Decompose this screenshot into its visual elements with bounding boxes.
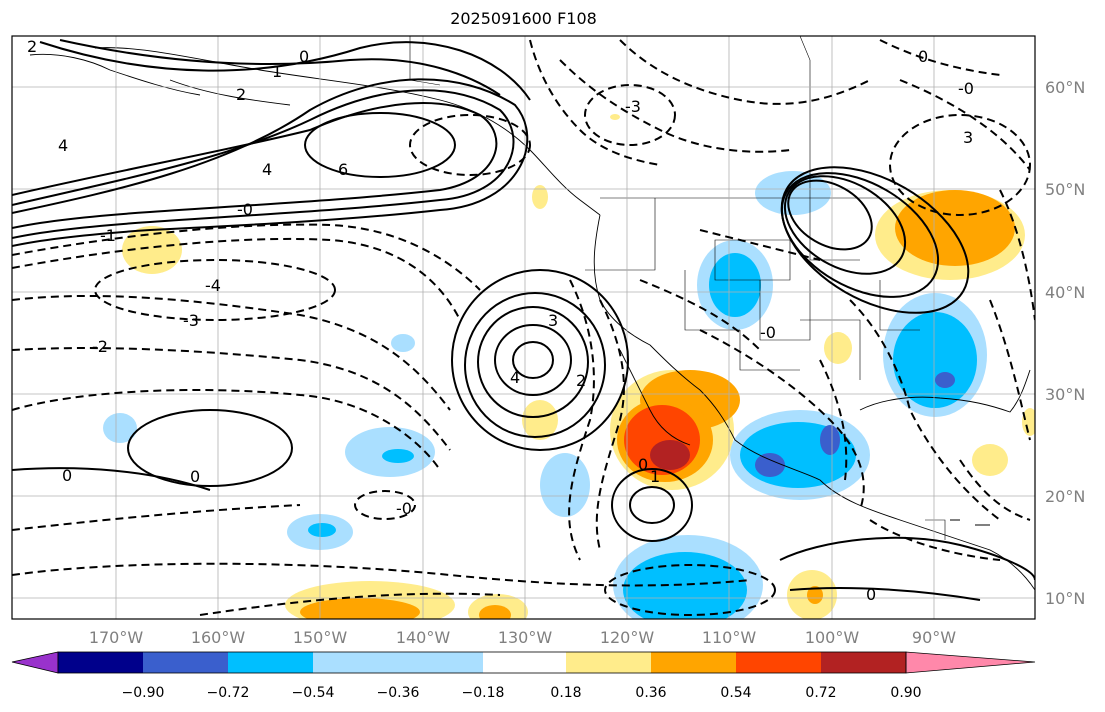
colorbar-tick-label: 0.36	[635, 685, 666, 701]
contour-label: 4	[510, 368, 520, 387]
colorbar-tick-labels: −0.90 −0.72 −0.54 −0.36 −0.18 0.18 0.36 …	[122, 685, 922, 701]
lat-label: 10°N	[1045, 589, 1085, 608]
contour-label: 0	[638, 455, 648, 474]
map-title: 2025091600 F108	[450, 9, 597, 28]
colorbar-tick-label: 0.72	[805, 685, 836, 701]
contour-label: 1	[272, 62, 282, 81]
contour-label: 0	[918, 47, 928, 66]
colorbar-segment	[398, 652, 483, 673]
contour-label: 2	[576, 371, 586, 390]
contour-label: -0	[760, 323, 776, 342]
contour-label: 3	[548, 311, 558, 330]
colorbar-tick-label: 0.90	[890, 685, 921, 701]
lat-label: 60°N	[1045, 78, 1085, 97]
solid-contours	[12, 39, 1035, 601]
colorbar-segment	[58, 652, 143, 673]
contour-label: -0	[237, 200, 253, 219]
contour-label: -0	[396, 499, 412, 518]
shaded-regions	[103, 114, 1035, 619]
contour-label: 0	[299, 47, 309, 66]
colorbar-segment	[821, 652, 906, 673]
lon-label: 140°W	[396, 628, 451, 647]
colorbar-segment	[566, 652, 651, 673]
contour-label: 2	[27, 37, 37, 56]
lon-label: 130°W	[498, 628, 553, 647]
contour-label: -3	[183, 311, 199, 330]
contour-label: 1	[650, 467, 660, 486]
map-background	[12, 36, 1035, 619]
contour-label: -4	[205, 276, 221, 295]
contour-label: 4	[262, 160, 272, 179]
lon-label: 150°W	[293, 628, 348, 647]
dashed-contours	[12, 39, 1035, 616]
contour-labels: 0 1 2 4 4 6 -0 -1 -4 -3 -2 3 4 2 -3 0 0 …	[27, 37, 974, 604]
colorbar-tick-label: −0.90	[122, 685, 165, 701]
colorbar-segment	[313, 652, 398, 673]
colorbar-tick-label: −0.18	[462, 685, 505, 701]
lat-label: 50°N	[1045, 180, 1085, 199]
colorbar-extend-high	[905, 651, 1036, 674]
contour-label: -2	[92, 337, 108, 356]
colorbar-segment	[228, 652, 313, 673]
colorbar-tick-label: 0.54	[720, 685, 751, 701]
contour-label: -1	[100, 226, 116, 245]
coastlines	[29, 47, 1035, 591]
colorbar-tick-label: −0.54	[292, 685, 335, 701]
colorbar-segment	[651, 652, 736, 673]
colorbar-tick-label: 0.18	[550, 685, 581, 701]
colorbar-extend-low	[11, 651, 59, 674]
colorbar: −0.90 −0.72 −0.54 −0.36 −0.18 0.18 0.36 …	[11, 651, 1036, 701]
contour-label: -3	[625, 97, 641, 116]
lon-label: 120°W	[600, 628, 655, 647]
lon-label: 90°W	[912, 628, 956, 647]
colorbar-segment	[143, 652, 228, 673]
contour-label: -0	[958, 79, 974, 98]
lat-label: 20°N	[1045, 487, 1085, 506]
map-frame	[11, 35, 1036, 620]
contour-label: 3	[963, 128, 973, 147]
graticule	[12, 36, 1035, 619]
contour-label: 4	[58, 136, 68, 155]
colorbar-segment	[736, 652, 821, 673]
lat-label: 30°N	[1045, 385, 1085, 404]
colorbar-tick-label: −0.72	[207, 685, 250, 701]
lon-label: 100°W	[805, 628, 860, 647]
contour-label: 0	[62, 466, 72, 485]
lon-label: 110°W	[702, 628, 757, 647]
lon-label: 160°W	[191, 628, 246, 647]
longitude-labels: 170°W 160°W 150°W 140°W 130°W 120°W 110°…	[89, 628, 956, 647]
contour-label: 0	[190, 467, 200, 486]
colorbar-segment	[483, 652, 566, 673]
contour-label: 6	[338, 160, 348, 179]
contour-label: 2	[236, 85, 246, 104]
colorbar-tick-label: −0.36	[377, 685, 420, 701]
contour-label: 0	[866, 585, 876, 604]
lon-label: 170°W	[89, 628, 144, 647]
lat-label: 40°N	[1045, 283, 1085, 302]
latitude-labels: 60°N 50°N 40°N 30°N 20°N 10°N	[1045, 78, 1085, 608]
